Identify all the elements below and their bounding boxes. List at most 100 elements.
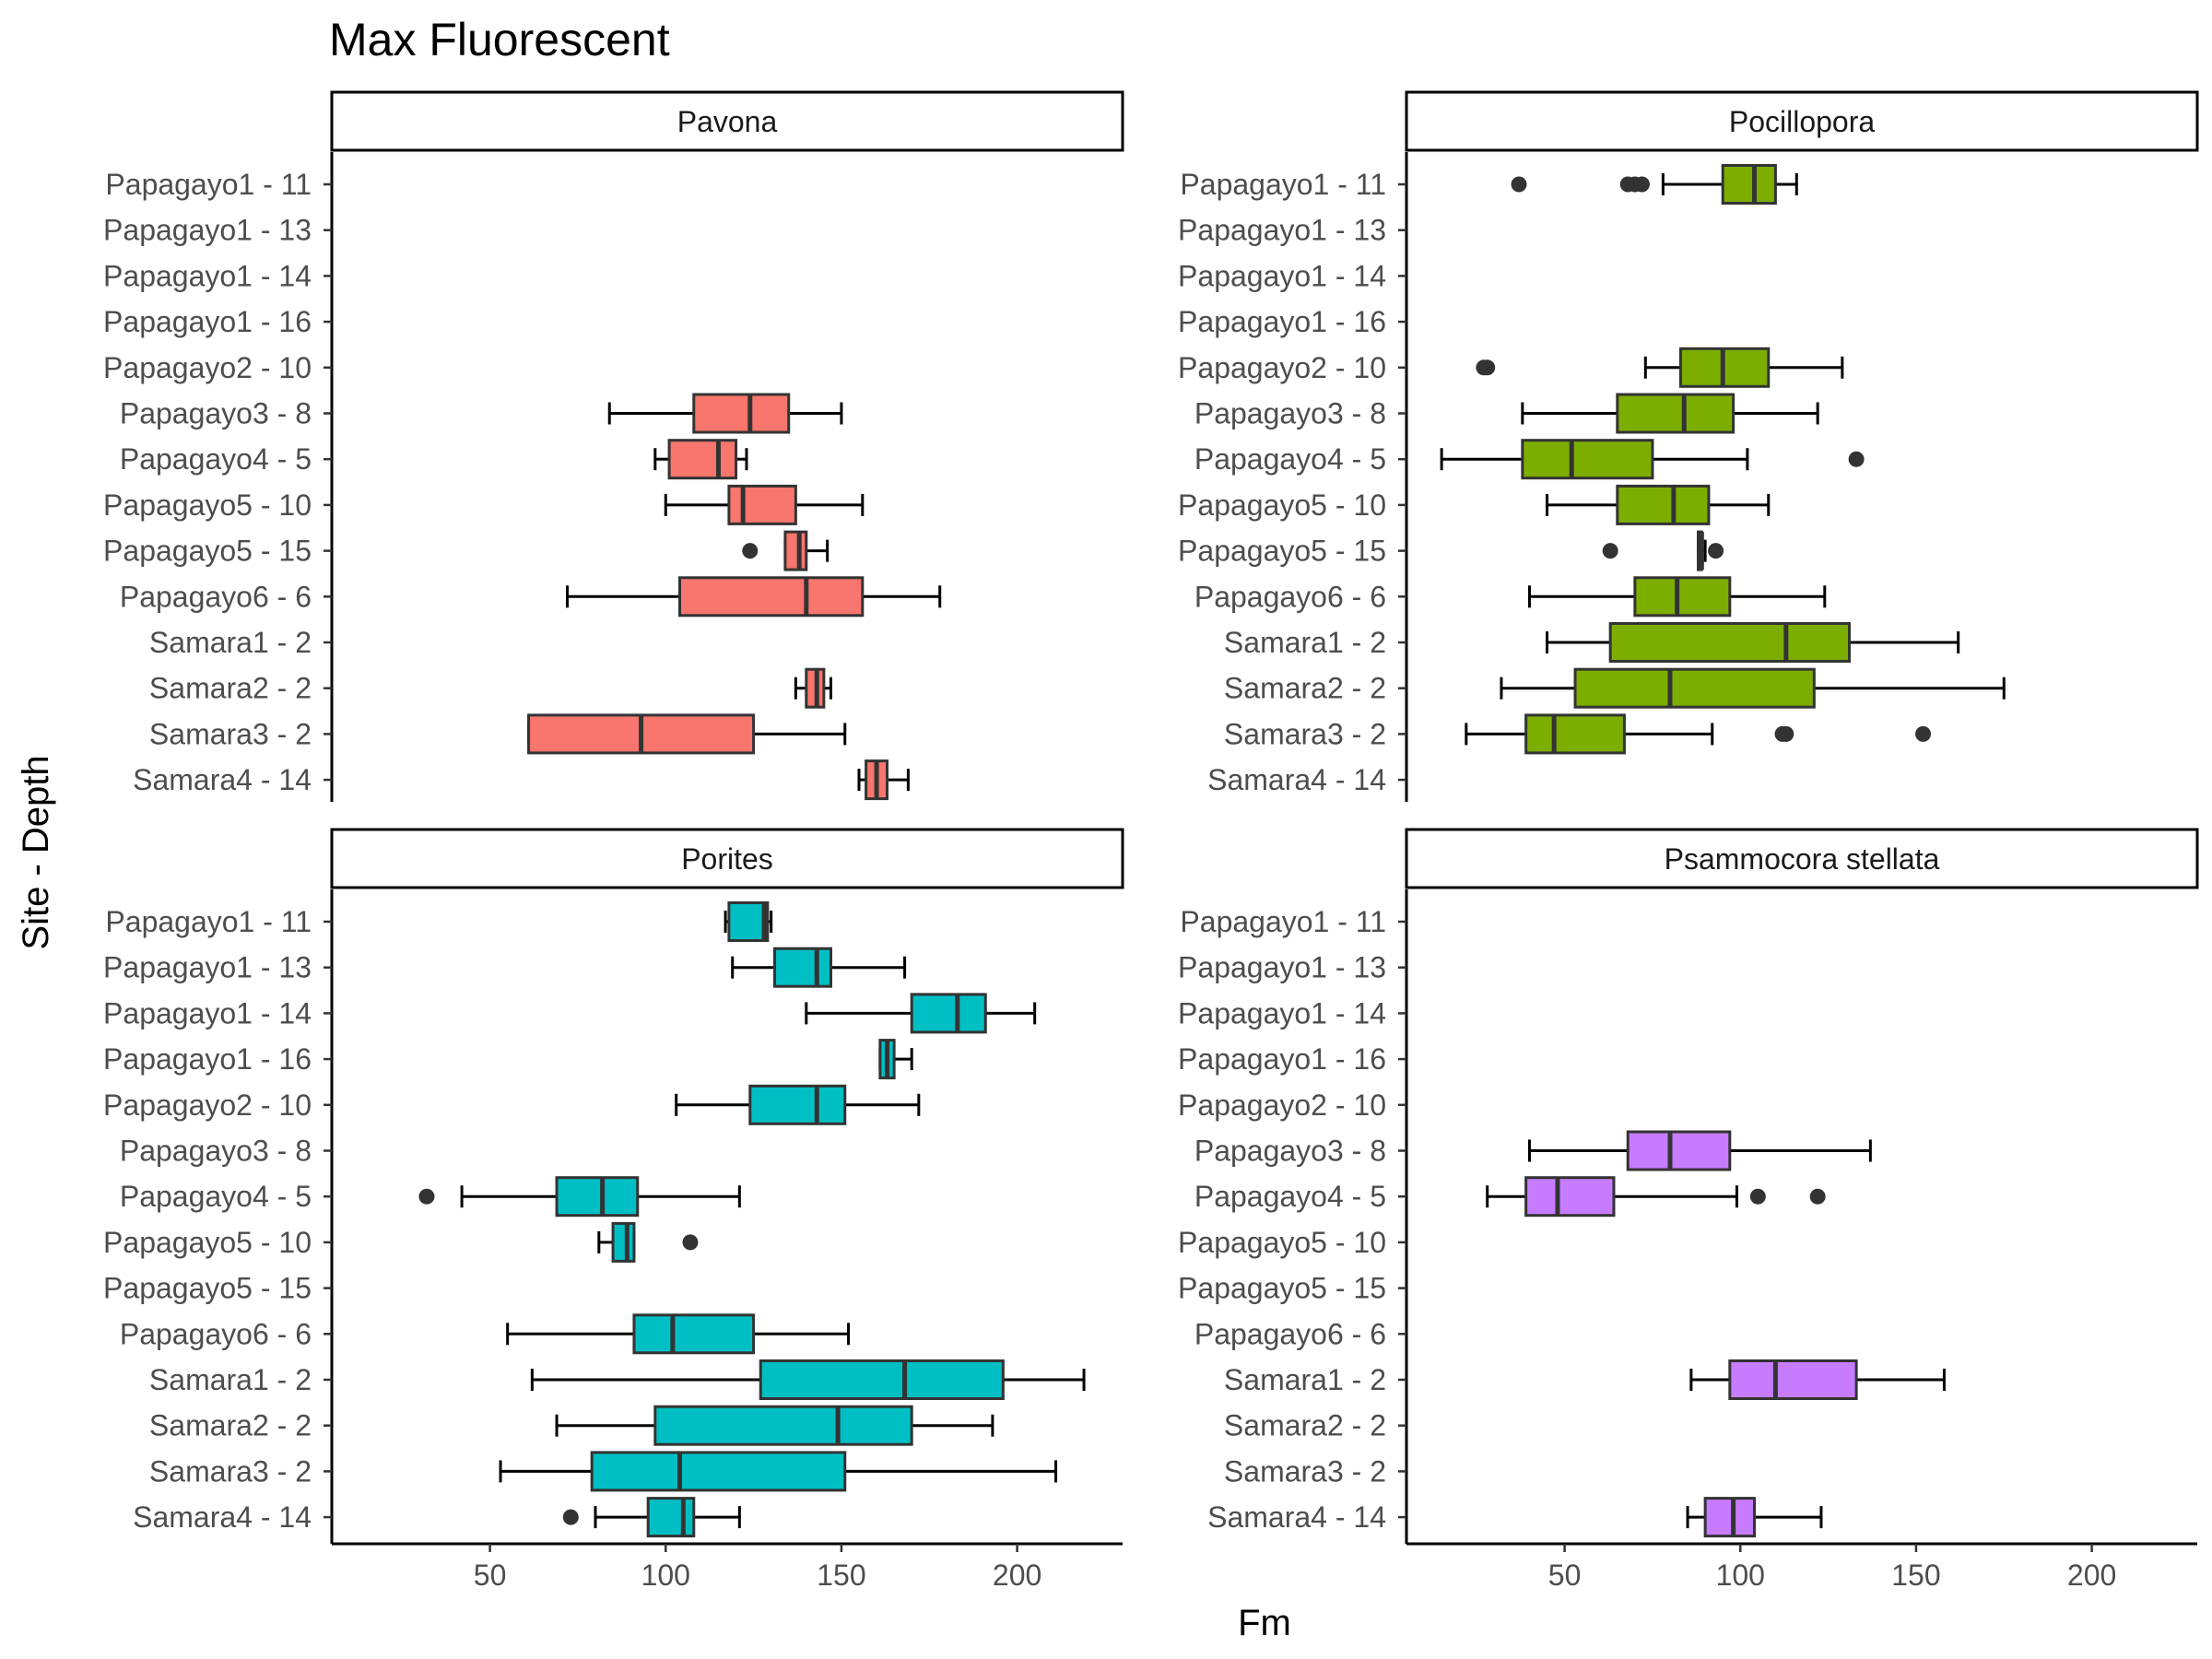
y-tick-label: Papagayo1 - 14 (103, 259, 312, 292)
x-tick-label: 150 (817, 1559, 865, 1592)
box-rect (1524, 713, 1626, 755)
x-tick-label: 100 (1716, 1559, 1765, 1592)
y-tick-label: Papagayo6 - 6 (120, 1317, 312, 1350)
outlier-point (1915, 725, 1932, 742)
facet-strip (330, 828, 1124, 889)
y-tick-label: Papagayo1 - 13 (103, 214, 312, 247)
box-mark (1511, 164, 1798, 205)
y-tick-label: Samara3 - 2 (1224, 717, 1386, 750)
y-tick-label: Papagayo1 - 11 (1180, 168, 1386, 201)
y-tick-label: Papagayo2 - 10 (1178, 351, 1386, 384)
box-rect (1626, 1130, 1732, 1171)
box-rect (1703, 1497, 1757, 1538)
box-rect (667, 439, 738, 480)
y-axis-title: Site - Depth (16, 755, 56, 949)
facet-panels: Pavona Papagayo1 - 11 Papagayo1 - 13 Papaga… (103, 90, 2199, 1592)
y-tick-label: Papagayo1 - 14 (1178, 996, 1386, 1030)
y-tick-label: Papagayo4 - 5 (120, 1180, 312, 1213)
y-tick-label: Papagayo1 - 13 (103, 951, 312, 984)
y-tick-label: Papagayo5 - 10 (103, 488, 312, 522)
y-tick-label: Papagayo5 - 10 (103, 1226, 312, 1259)
box-rect (1608, 622, 1851, 663)
box-mark (1546, 484, 1771, 525)
y-tick-label: Papagayo5 - 10 (1178, 488, 1386, 522)
box-mark (731, 947, 907, 988)
facet-panel: Psammocora stellata 50 100 150 200 Papagayo1 … (1178, 828, 2199, 1592)
y-tick-label: Samara2 - 2 (149, 672, 312, 705)
box-mark (607, 393, 843, 434)
outlier-point (1848, 451, 1865, 467)
box-mark (1465, 713, 1932, 755)
y-tick-label: Papagayo3 - 8 (1194, 397, 1386, 430)
outlier-point (1633, 176, 1650, 193)
y-tick-label: Papagayo2 - 10 (1178, 1088, 1386, 1122)
box-rect (678, 576, 865, 618)
box-mark (1440, 439, 1865, 480)
box-rect (748, 1084, 847, 1125)
outlier-point (742, 543, 759, 559)
y-tick-label: Papagayo6 - 6 (1194, 1317, 1386, 1350)
y-tick-label: Samara2 - 2 (1224, 1409, 1386, 1442)
y-tick-label: Papagayo1 - 16 (103, 1042, 312, 1076)
box-mark (1602, 530, 1724, 571)
y-tick-label: Papagayo4 - 5 (1194, 1180, 1386, 1213)
y-tick-label: Samara2 - 2 (149, 1409, 312, 1442)
y-tick-label: Papagayo3 - 8 (120, 1135, 312, 1168)
box-rect (632, 1313, 756, 1355)
outlier-point (1602, 543, 1618, 559)
outlier-point (1479, 359, 1496, 376)
box-mark (562, 1497, 741, 1538)
y-tick-label: Samara3 - 2 (149, 717, 312, 750)
y-tick-label: Samara2 - 2 (1224, 672, 1386, 705)
box-rect (1521, 439, 1654, 480)
box-mark (1500, 667, 2006, 709)
y-tick-label: Papagayo1 - 14 (103, 996, 312, 1030)
chart-title: Max Fluorescent (329, 14, 670, 65)
x-tick-label: 50 (1548, 1559, 1582, 1592)
box-rect (611, 1221, 636, 1263)
y-tick-label: Papagayo6 - 6 (1194, 580, 1386, 613)
box-mark (857, 759, 910, 801)
outlier-point (418, 1188, 435, 1205)
y-tick-label: Samara1 - 2 (149, 1363, 312, 1396)
box-rect (759, 1359, 1005, 1400)
box-mark (742, 530, 830, 571)
y-tick-label: Papagayo5 - 15 (103, 535, 312, 568)
y-tick-label: Papagayo4 - 5 (120, 442, 312, 476)
facet-strip-label: Pavona (677, 105, 778, 138)
box-rect (1616, 484, 1711, 525)
box-mark (555, 1405, 994, 1446)
facet-strip-label: Porites (681, 842, 773, 876)
facet-strip-label: Pocillopora (1729, 105, 1876, 138)
facet-panel: Pocillopora Papagayo1 - 11 Papagayo1 - 13 P… (1178, 90, 2199, 802)
box-mark (724, 901, 773, 942)
box-mark (878, 1039, 913, 1080)
box-mark (506, 1313, 851, 1355)
box-rect (555, 1176, 640, 1218)
outlier-point (562, 1509, 579, 1525)
box-mark (499, 1451, 1058, 1492)
y-tick-label: Papagayo5 - 10 (1178, 1226, 1386, 1259)
y-tick-label: Papagayo1 - 16 (1178, 305, 1386, 338)
box-rect (910, 993, 987, 1034)
y-tick-label: Samara3 - 2 (149, 1454, 312, 1488)
box-mark (597, 1221, 699, 1263)
box-rect (692, 393, 791, 434)
outlier-point (1809, 1188, 1826, 1205)
facet-strip-label: Psammocora stellata (1665, 842, 1940, 876)
y-tick-label: Samara4 - 14 (1207, 1500, 1386, 1534)
box-mark (565, 576, 942, 618)
x-axis-title: Fm (1238, 1603, 1291, 1643)
y-tick-label: Samara3 - 2 (1224, 1454, 1386, 1488)
box-mark (418, 1176, 741, 1218)
y-tick-label: Papagayo1 - 11 (105, 168, 312, 201)
y-tick-label: Papagayo3 - 8 (120, 397, 312, 430)
y-tick-label: Samara4 - 14 (1207, 763, 1386, 796)
y-tick-label: Papagayo5 - 15 (1178, 535, 1386, 568)
box-mark (527, 713, 847, 755)
box-mark (1521, 393, 1819, 434)
box-rect (772, 947, 832, 988)
box-rect (653, 1405, 913, 1446)
box-mark (653, 439, 748, 480)
